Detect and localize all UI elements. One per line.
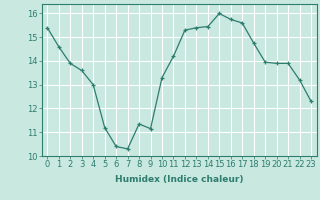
X-axis label: Humidex (Indice chaleur): Humidex (Indice chaleur) xyxy=(115,175,244,184)
